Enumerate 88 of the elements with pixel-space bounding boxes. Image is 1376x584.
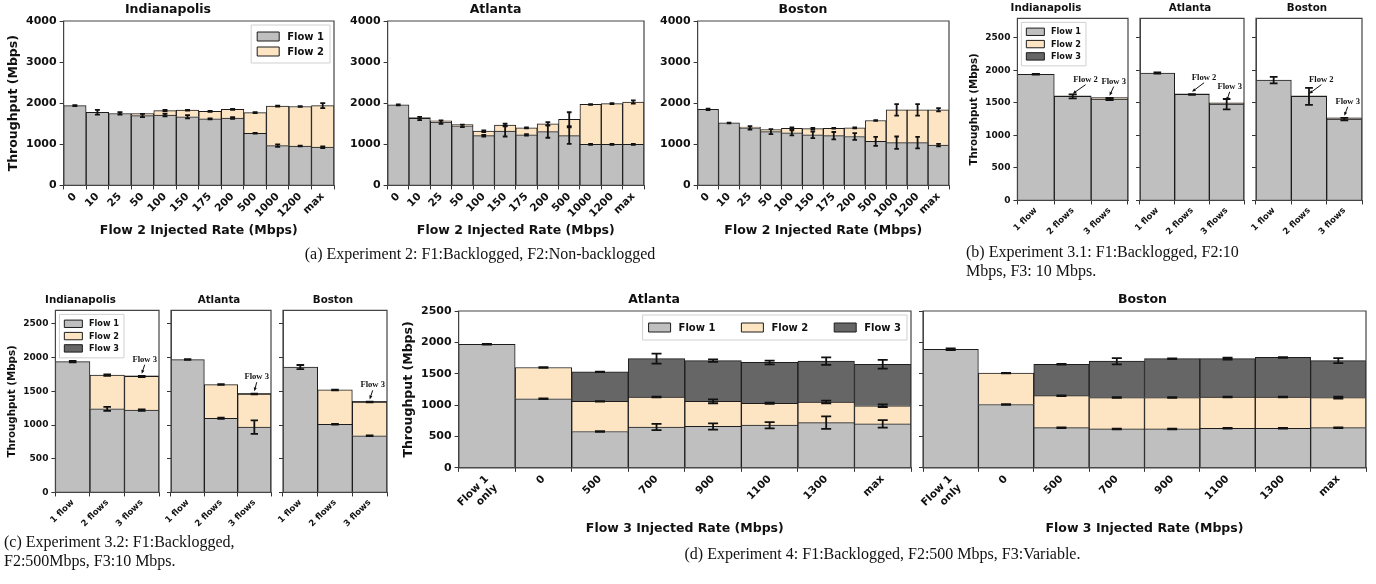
annotation: Flow 3 [360, 379, 385, 390]
y-tick-label: 1500 [420, 366, 452, 380]
annotation: Flow 3 [1335, 95, 1360, 106]
x-tick-label: 25 [734, 189, 754, 209]
y-tick-label: 0 [48, 178, 57, 192]
x-tick-label: 0 [64, 189, 79, 204]
y-tick-label: 2000 [23, 351, 49, 362]
legend-label: Flow 3 [864, 321, 902, 333]
y-tick-label: 2000 [349, 96, 381, 110]
chart-title: Atlanta [1168, 0, 1212, 13]
x-tick-label: 10 [81, 189, 101, 209]
y-axis-title: Throughput (Mbps) [399, 321, 415, 458]
y-tick-label: 2500 [23, 318, 49, 329]
y-tick-label: 2000 [985, 64, 1011, 75]
legend-label: Flow 1 [1050, 26, 1082, 37]
text: (a) Experiment 2: F1:Backlogged, F2:Non-backlogged [303, 244, 657, 263]
y-tick-label: 1000 [349, 137, 381, 151]
y-tick-label: 3000 [659, 54, 691, 68]
y-axis-title: Throughput (Mbps) [4, 35, 20, 172]
y-tick-label: 0 [682, 178, 691, 192]
y-tick-label: 1000 [420, 397, 452, 411]
annotation: Flow 3 [1101, 75, 1126, 86]
y-tick-label: 0 [372, 178, 381, 192]
legend-label: Flow 1 [678, 321, 716, 333]
text: (d) Experiment 4: F1:Backlogged, F2:500 Mbps, F3:Variable. [683, 544, 1082, 563]
annotation: Flow 2 [1309, 73, 1334, 84]
y-tick-label: 3000 [349, 54, 381, 68]
x-axis-title: Flow 2 Injected Rate (Mbps) [99, 221, 298, 237]
y-tick-label: 1000 [25, 137, 57, 151]
y-tick-label: 1000 [23, 419, 49, 430]
annotation: Flow 2 [1191, 71, 1217, 82]
x-tick-label: 10 [713, 189, 733, 209]
y-tick-label: 2500 [420, 303, 452, 317]
x-tick-label: 10 [404, 189, 424, 209]
y-tick-label: 4000 [349, 13, 381, 27]
y-tick-label: 0 [443, 460, 452, 474]
x-tick-label: 25 [425, 189, 445, 209]
legend-label: Flow 2 [287, 45, 325, 57]
chart-title: Boston [778, 0, 828, 16]
text: (b) Experiment 3.1: F1:Backlogged, F2:10 Mbps, F3: 10 Mbps. [966, 242, 1240, 280]
x-axis-title: Flow 2 Injected Rate (Mbps) [724, 221, 923, 237]
x-tick-label: 50 [127, 189, 146, 209]
x-axis-title: Flow 3 Injected Rate (Mbps) [585, 519, 784, 535]
legend-label: Flow 2 [771, 321, 809, 333]
y-tick-label: 500 [428, 429, 452, 443]
chart-title: Boston [312, 292, 354, 305]
annotation: Flow 3 [1217, 80, 1242, 91]
legend-label: Flow 1 [88, 318, 120, 329]
annotation: Flow 3 [244, 371, 269, 382]
x-axis-title: Flow 3 Injected Rate (Mbps) [1045, 519, 1244, 535]
y-tick-label: 500 [991, 162, 1011, 173]
x-axis-title: Flow 2 Injected Rate (Mbps) [416, 221, 615, 237]
x-tick-label: 0 [533, 472, 547, 486]
y-tick-label: 2500 [985, 32, 1011, 43]
annotation: Flow 2 [1073, 73, 1098, 84]
y-axis-title: Throughput (Mbps) [4, 345, 17, 458]
annotation: Flow 3 [132, 353, 157, 364]
y-tick-label: 500 [29, 453, 49, 464]
y-tick-label: 2000 [25, 96, 57, 110]
x-tick-label: 0 [387, 189, 402, 204]
chart-title: Atlanta [469, 0, 522, 16]
chart-title: Indianapolis [124, 0, 212, 16]
y-tick-label: 1000 [659, 137, 691, 151]
legend-label: Flow 2 [1050, 38, 1082, 49]
x-tick-label: 50 [755, 189, 775, 209]
y-axis-title: Throughput (Mbps) [966, 53, 979, 166]
y-tick-label: 2000 [420, 335, 452, 349]
x-tick-label: 25 [104, 189, 124, 209]
chart-title: Indianapolis [1010, 0, 1082, 13]
chart-title: Indianapolis [45, 292, 116, 305]
y-tick-label: 3000 [25, 54, 57, 68]
legend-label: Flow 2 [88, 330, 120, 341]
chart-title: Boston [1286, 0, 1328, 13]
y-tick-label: 2000 [659, 96, 691, 110]
text: (c) Experiment 3.2: F1:Backlogged, F2:500Mbps, F3:10 Mbps. [4, 532, 236, 570]
legend-label: Flow 3 [1050, 51, 1082, 62]
x-tick-label: 0 [697, 189, 712, 204]
y-tick-label: 1500 [985, 97, 1011, 108]
y-tick-label: 4000 [659, 13, 691, 27]
legend-label: Flow 1 [287, 30, 325, 42]
chart-title: Atlanta [628, 290, 680, 306]
y-tick-label: 4000 [25, 13, 57, 27]
y-tick-label: 1500 [23, 385, 49, 396]
legend-label: Flow 3 [88, 343, 120, 354]
x-tick-label: 50 [446, 189, 466, 209]
y-tick-label: 1000 [985, 129, 1011, 140]
chart-title: Boston [1117, 290, 1168, 306]
chart-title: Atlanta [197, 292, 241, 305]
